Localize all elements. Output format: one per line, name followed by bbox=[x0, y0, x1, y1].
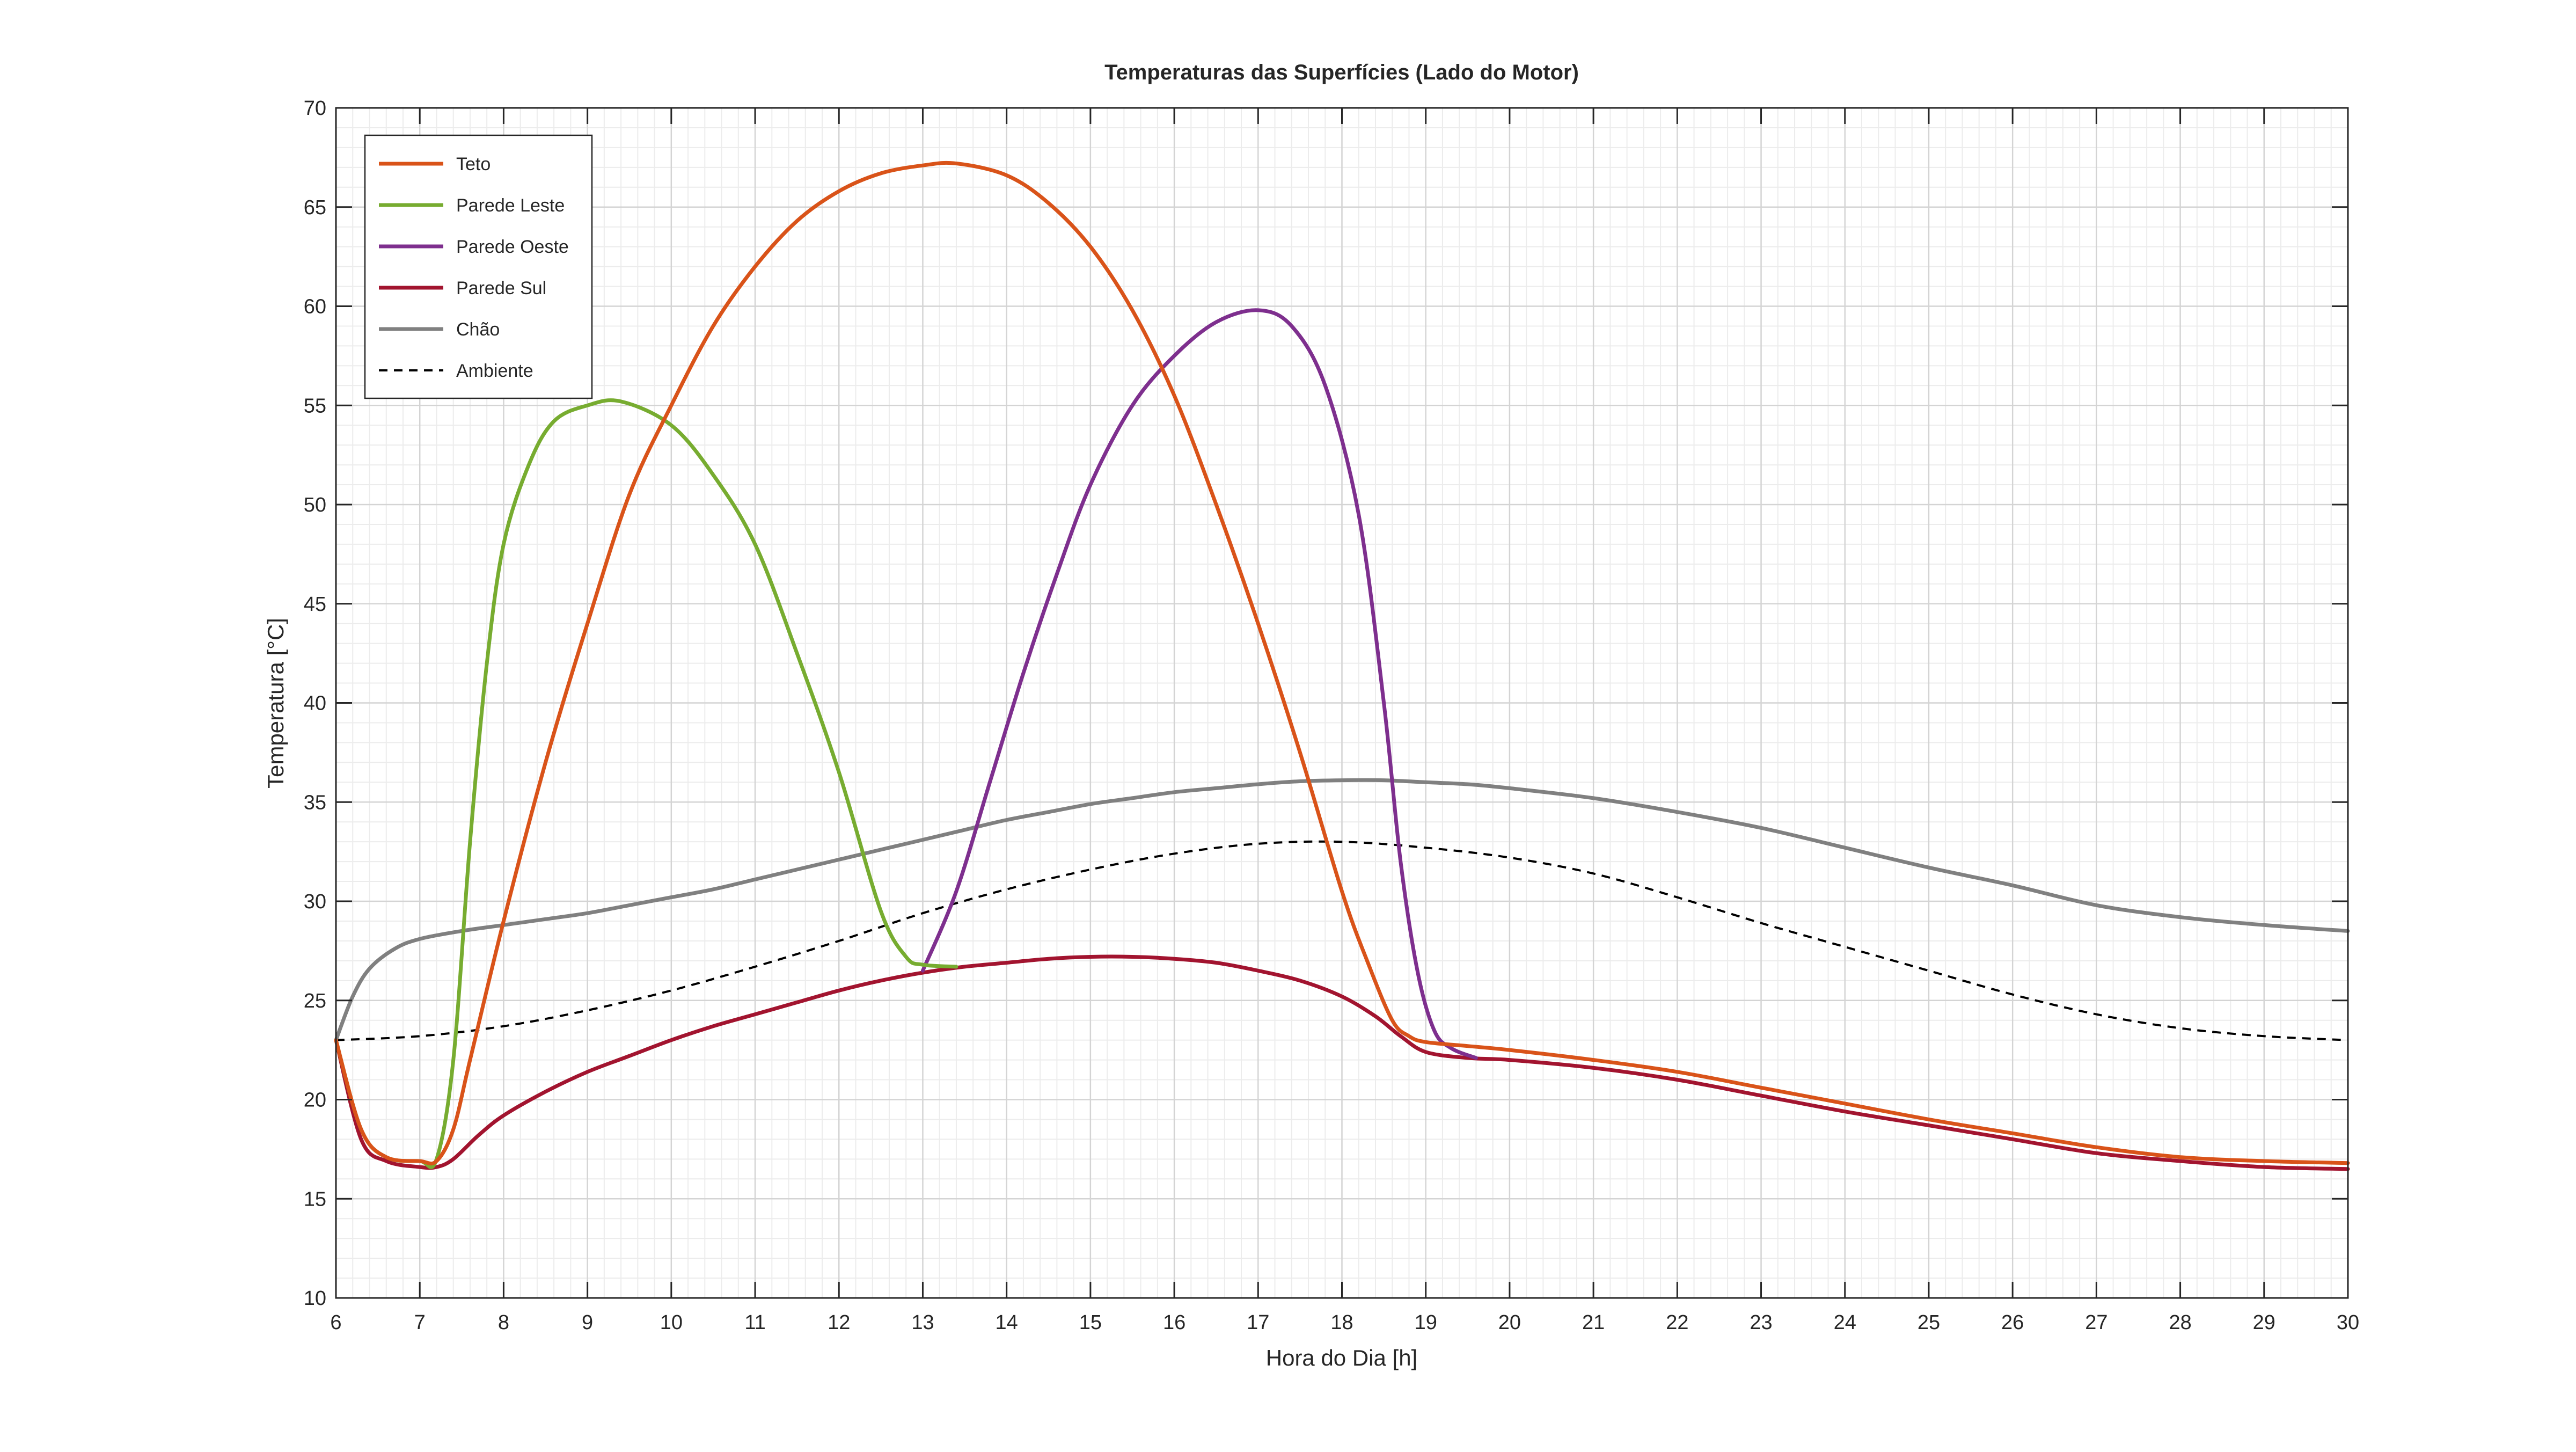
x-tick-label: 6 bbox=[330, 1311, 341, 1334]
series-line-parede-oeste bbox=[921, 308, 1478, 1060]
x-tick-label: 17 bbox=[1247, 1311, 1269, 1334]
y-tick-label: 35 bbox=[304, 791, 326, 814]
y-axis-label: Temperatura [°C] bbox=[263, 618, 288, 789]
x-tick-label: 18 bbox=[1330, 1311, 1353, 1334]
legend-entry-chao: Chão bbox=[379, 319, 500, 340]
x-tick-label: 26 bbox=[2001, 1311, 2024, 1334]
x-tick-label: 9 bbox=[582, 1311, 593, 1334]
x-tick-label: 27 bbox=[2085, 1311, 2107, 1334]
y-tick-label: 10 bbox=[304, 1287, 326, 1310]
y-tick-label: 55 bbox=[304, 395, 326, 417]
series-line-parede-leste bbox=[334, 398, 958, 1169]
y-tick-label: 60 bbox=[304, 296, 326, 318]
y-tick-labels: 10 15 20 25 30 35 40 45 50 55 60 65 70 bbox=[304, 97, 326, 1310]
legend: Teto Parede Leste Parede Oeste Parede Sul Ch… bbox=[364, 134, 593, 399]
x-tick-label: 15 bbox=[1079, 1311, 1102, 1334]
y-tick-label: 45 bbox=[304, 593, 326, 616]
legend-label: Parede Oeste bbox=[456, 237, 569, 257]
x-tick-label: 7 bbox=[414, 1311, 426, 1334]
x-tick-label: 28 bbox=[2169, 1311, 2191, 1334]
x-tick-label: 24 bbox=[1834, 1311, 1856, 1334]
x-tick-label: 14 bbox=[996, 1311, 1018, 1334]
y-tick-label: 50 bbox=[304, 494, 326, 516]
x-axis-label: Hora do Dia [h] bbox=[1266, 1345, 1417, 1370]
legend-entry-teto: Teto bbox=[379, 154, 491, 174]
legend-label: Teto bbox=[456, 154, 491, 174]
y-tick-label: 15 bbox=[304, 1188, 326, 1210]
y-tick-label: 70 bbox=[304, 97, 326, 120]
chart-title: Temperaturas das Superfícies (Lado do Mo… bbox=[1104, 61, 1579, 84]
legend-label: Parede Sul bbox=[456, 278, 546, 298]
y-tick-label: 25 bbox=[304, 990, 326, 1012]
series-line-parede-sul bbox=[334, 954, 2350, 1171]
series-line-ambiente bbox=[335, 840, 2348, 1041]
x-tick-label: 16 bbox=[1163, 1311, 1185, 1334]
legend-label: Parede Leste bbox=[456, 195, 565, 216]
x-tick-label: 30 bbox=[2337, 1311, 2359, 1334]
y-tick-label: 30 bbox=[304, 891, 326, 913]
legend-label: Chão bbox=[456, 319, 500, 340]
x-tick-label: 10 bbox=[660, 1311, 683, 1334]
series-layer bbox=[334, 160, 2350, 1171]
legend-entry-ambiente: Ambiente bbox=[379, 361, 533, 381]
x-tick-label: 11 bbox=[744, 1311, 765, 1334]
series-line-chao bbox=[334, 778, 2350, 1042]
y-tick-label: 40 bbox=[304, 692, 326, 715]
legend-label: Ambiente bbox=[456, 361, 533, 381]
legend-box bbox=[364, 134, 593, 399]
y-tick-label: 65 bbox=[304, 196, 326, 219]
x-tick-label: 21 bbox=[1582, 1311, 1605, 1334]
y-tick-label: 20 bbox=[304, 1089, 326, 1112]
x-tick-label: 22 bbox=[1666, 1311, 1688, 1334]
x-tick-label: 23 bbox=[1750, 1311, 1772, 1334]
legend-entry-parede-oeste: Parede Oeste bbox=[379, 237, 569, 257]
series-line-teto bbox=[334, 160, 2350, 1166]
x-tick-label: 29 bbox=[2253, 1311, 2275, 1334]
legend-entry-parede-leste: Parede Leste bbox=[379, 195, 565, 216]
x-tick-labels: 6 7 8 9 10 11 12 13 14 15 16 17 18 19 20 21 22 23 24 25 26 27… bbox=[330, 1311, 2359, 1334]
x-tick-label: 25 bbox=[1918, 1311, 1940, 1334]
x-tick-label: 8 bbox=[498, 1311, 509, 1334]
x-tick-label: 13 bbox=[911, 1311, 934, 1334]
x-tick-label: 12 bbox=[828, 1311, 850, 1334]
x-tick-label: 19 bbox=[1415, 1311, 1437, 1334]
legend-entries: Teto Parede Leste Parede Oeste Parede Sul Ch… bbox=[379, 154, 569, 381]
legend-entry-parede-sul: Parede Sul bbox=[379, 278, 546, 298]
ticks-layer bbox=[335, 107, 2349, 1299]
x-tick-label: 20 bbox=[1498, 1311, 1521, 1334]
